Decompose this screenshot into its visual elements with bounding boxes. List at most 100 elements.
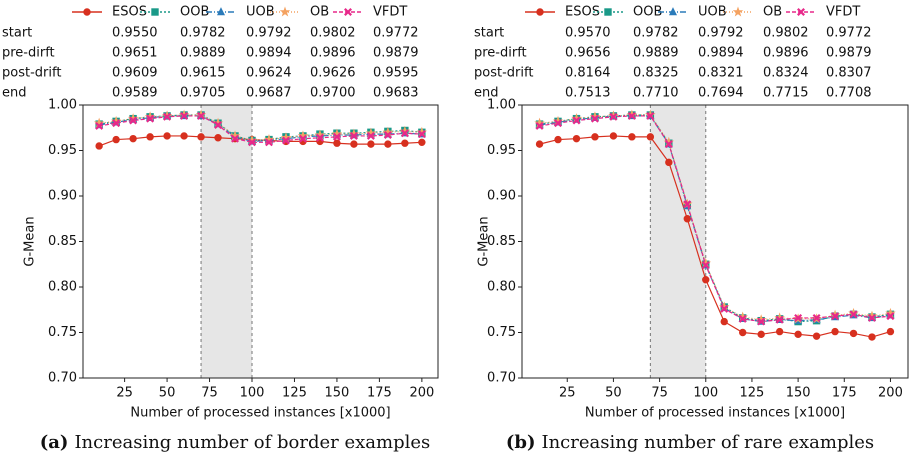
table-cell: 0.9700 — [310, 86, 356, 101]
drift-region — [650, 105, 706, 378]
data-point — [702, 276, 710, 284]
series-line — [539, 115, 891, 323]
table-cell: 0.9772 — [826, 26, 872, 41]
legend-label: VFDT — [373, 5, 407, 20]
data-point — [180, 132, 188, 140]
table-cell: 0.9889 — [633, 46, 679, 61]
y-axis-label: G-Mean — [477, 216, 492, 266]
data-point — [812, 332, 821, 340]
row-label: post-drift — [474, 66, 533, 81]
data-point — [775, 327, 784, 336]
data-point — [554, 135, 562, 144]
data-point — [95, 121, 104, 130]
data-point — [868, 333, 876, 341]
data-point — [572, 116, 581, 125]
data-point — [417, 130, 426, 139]
caption-label: (b) — [506, 432, 536, 453]
y-tick-label: 0.95 — [48, 143, 77, 158]
series-line — [539, 114, 891, 323]
row-label: start — [474, 26, 504, 41]
data-point — [332, 132, 341, 141]
table-cell: 0.7694 — [698, 86, 744, 101]
legend-marker — [536, 8, 544, 16]
data-point — [129, 116, 138, 125]
data-point — [757, 330, 765, 339]
data-point — [775, 315, 784, 324]
y-axis-label: G-Mean — [23, 216, 38, 266]
data-point — [418, 138, 426, 147]
y-tick-label: 0.75 — [487, 325, 516, 340]
legend-label: OOB — [180, 5, 209, 20]
x-tick-label: 100 — [240, 386, 265, 401]
y-tick-label: 0.90 — [48, 189, 77, 204]
legend-label: ESOS — [565, 5, 600, 20]
legend-label: OOB — [633, 5, 662, 20]
y-tick-label: 0.90 — [487, 189, 516, 204]
legend-marker — [216, 7, 226, 16]
legend-marker — [797, 8, 805, 16]
data-point — [738, 314, 747, 323]
table-cell: 0.9651 — [112, 46, 158, 61]
data-point — [315, 133, 324, 142]
data-point — [366, 131, 375, 140]
data-point — [701, 261, 710, 270]
data-point — [333, 139, 341, 147]
table-cell: 0.9705 — [180, 86, 226, 101]
x-axis-label: Number of processed instances [x1000] — [585, 406, 845, 421]
data-point — [646, 111, 655, 120]
data-point — [265, 138, 273, 147]
data-point — [535, 121, 544, 130]
data-point — [298, 134, 307, 143]
row-label: start — [2, 26, 32, 41]
data-point — [367, 140, 375, 148]
data-point — [214, 121, 223, 129]
table-cell: 0.8164 — [565, 66, 611, 81]
table-cell: 0.9792 — [246, 26, 292, 41]
legend-marker — [344, 8, 352, 16]
data-point — [129, 134, 137, 143]
table-cell: 0.9879 — [826, 46, 872, 61]
data-point — [350, 140, 358, 148]
legend-marker — [83, 8, 91, 16]
x-tick-label: 175 — [832, 386, 857, 401]
table-cell: 0.9894 — [698, 46, 744, 61]
table-cell: 0.9609 — [112, 66, 158, 81]
legend-label: UOB — [246, 5, 275, 20]
table-cell: 0.9683 — [373, 86, 419, 101]
data-point — [849, 329, 858, 338]
x-tick-label: 150 — [325, 386, 350, 401]
data-point — [646, 133, 655, 141]
data-point — [812, 313, 821, 322]
row-label: pre-dirft — [2, 46, 55, 61]
row-label: end — [474, 86, 499, 101]
x-tick-label: 200 — [409, 386, 434, 401]
x-tick-label: 25 — [116, 386, 133, 401]
table-cell: 0.9896 — [310, 46, 356, 61]
table-cell: 0.9626 — [310, 66, 356, 81]
table-cell: 0.9687 — [246, 86, 292, 101]
data-point — [627, 111, 636, 120]
data-point — [572, 134, 581, 143]
data-point — [197, 133, 205, 141]
data-point — [609, 132, 618, 140]
y-tick-label: 0.95 — [487, 143, 516, 158]
table-cell: 0.9772 — [373, 26, 419, 41]
table-cell: 0.9624 — [246, 66, 292, 81]
data-point — [794, 313, 803, 322]
data-point — [112, 135, 120, 144]
table-cell: 0.9589 — [112, 86, 158, 101]
row-label: end — [2, 86, 27, 101]
table-cell: 0.7715 — [763, 86, 809, 101]
table-cell: 0.8325 — [633, 66, 679, 81]
data-point — [349, 131, 358, 140]
y-tick-label: 1.00 — [487, 98, 516, 113]
data-point — [248, 138, 256, 147]
table-cell: 0.9879 — [373, 46, 419, 61]
data-point — [628, 133, 636, 141]
legend-label: UOB — [698, 5, 727, 20]
table-cell: 0.7513 — [565, 86, 611, 101]
table-cell: 0.9889 — [180, 46, 226, 61]
y-tick-label: 0.80 — [48, 280, 77, 295]
table-cell: 0.9570 — [565, 26, 611, 41]
